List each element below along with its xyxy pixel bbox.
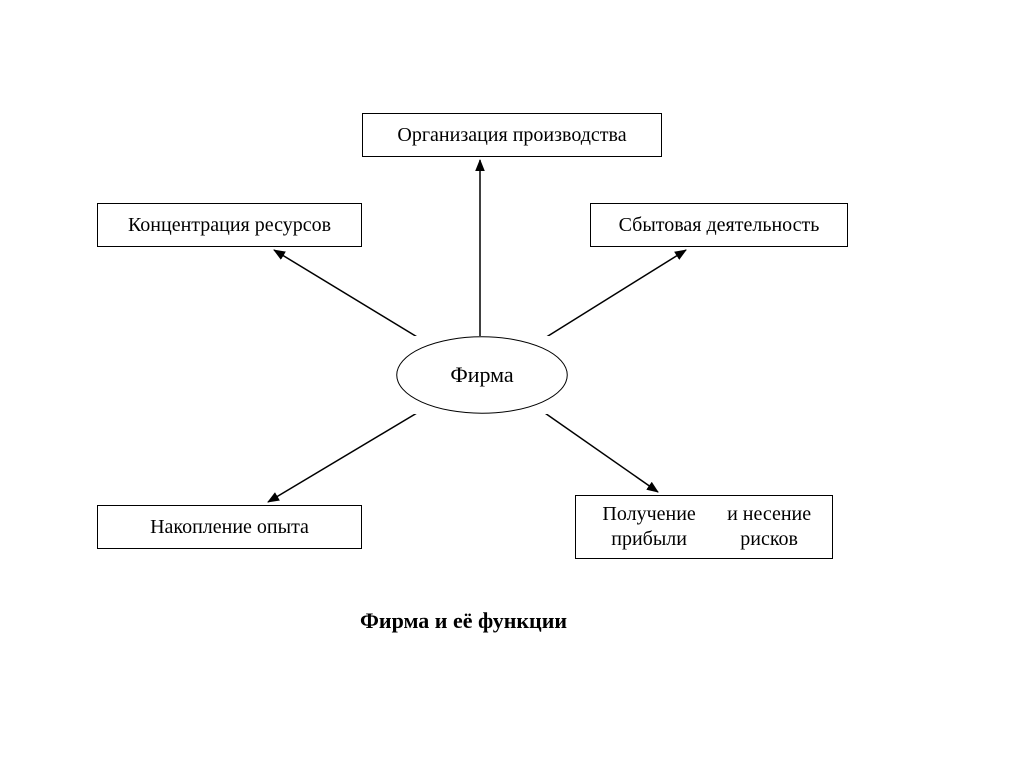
center-label: Фирма <box>450 362 513 388</box>
diagram-caption: Фирма и её функции <box>360 608 567 634</box>
node-label: Накопление опыта <box>150 515 309 540</box>
edge-arrow <box>268 404 432 502</box>
node-label: Концентрация ресурсов <box>128 213 331 238</box>
node-n2: Концентрация ресурсов <box>97 203 362 247</box>
node-label: Получение прибыли <box>584 502 714 552</box>
node-label: и несение рисков <box>714 502 824 552</box>
node-n1: Организация производства <box>362 113 662 157</box>
node-label: Сбытовая деятельность <box>619 213 820 238</box>
diagram-canvas: Фирма Организация производства Концентрац… <box>0 0 1024 767</box>
node-n4: Накопление опыта <box>97 505 362 549</box>
center-node: Фирма <box>395 336 569 414</box>
edge-arrow <box>274 250 432 346</box>
node-label: Организация производства <box>397 123 626 148</box>
edge-arrow <box>532 250 686 346</box>
node-n5: Получение прибылии несение рисков <box>575 495 833 559</box>
edge-arrow <box>532 404 658 492</box>
node-n3: Сбытовая деятельность <box>590 203 848 247</box>
